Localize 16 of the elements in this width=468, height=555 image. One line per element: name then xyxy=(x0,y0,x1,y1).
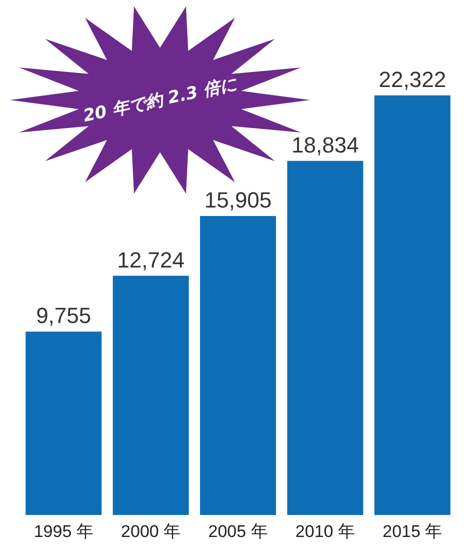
bar xyxy=(374,95,450,515)
x-tick-label: 2000 年 xyxy=(121,522,181,541)
bar xyxy=(200,216,276,515)
data-label: 15,905 xyxy=(204,187,272,212)
bar xyxy=(112,276,189,515)
data-label: 12,724 xyxy=(117,247,184,272)
x-tick-label: 1995 年 xyxy=(34,522,94,541)
data-label: 22,322 xyxy=(378,66,446,92)
annotation: 20 年で約 2.3 倍に xyxy=(81,73,239,128)
bar xyxy=(26,332,102,515)
bar xyxy=(287,160,364,515)
data-label: 18,834 xyxy=(292,132,359,158)
x-tick-label: 2010 年 xyxy=(295,522,355,541)
x-tick-label: 2005 年 xyxy=(208,522,268,541)
data-label: 9,755 xyxy=(36,303,92,328)
x-tick-label: 2015 年 xyxy=(382,522,442,541)
